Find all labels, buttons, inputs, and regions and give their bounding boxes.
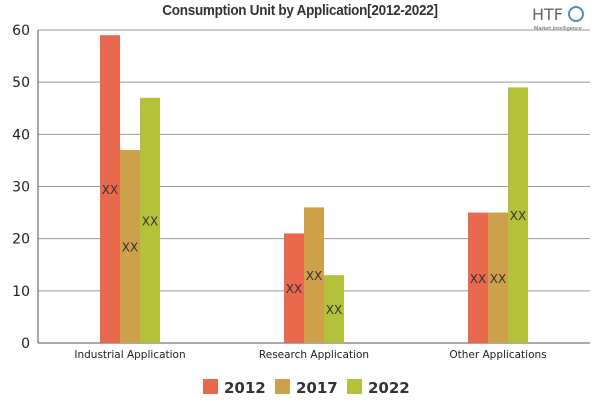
y-tick-label: 0 xyxy=(21,336,30,352)
data-label: XX xyxy=(122,240,138,254)
bar-2012 xyxy=(100,35,120,343)
data-label: XX xyxy=(326,303,342,317)
bar-2012 xyxy=(284,233,304,343)
bar-2012 xyxy=(468,212,488,343)
data-label: XX xyxy=(470,272,486,286)
data-label: XX xyxy=(102,183,118,197)
svg-text:Market Intelligence: Market Intelligence xyxy=(534,26,582,32)
legend-label: 2012 xyxy=(224,379,266,397)
legend-label: 2017 xyxy=(296,379,338,397)
legend-label: 2022 xyxy=(368,379,410,397)
data-label: XX xyxy=(306,269,322,283)
legend-swatch-2022 xyxy=(347,379,362,394)
y-tick-label: 50 xyxy=(12,75,30,91)
x-tick-label: Industrial Application xyxy=(74,349,185,361)
svg-text:HTF: HTF xyxy=(532,5,563,24)
data-label: XX xyxy=(490,272,506,286)
data-label: XX xyxy=(142,214,158,228)
bar-2017 xyxy=(120,149,140,343)
bar-2022 xyxy=(324,275,344,343)
htf-logo: HTF Market Intelligence xyxy=(532,5,584,32)
data-label: XX xyxy=(510,209,526,223)
y-tick-label: 10 xyxy=(12,284,30,300)
bar-2022 xyxy=(140,97,160,343)
bar-2017 xyxy=(304,207,324,343)
bar-2017 xyxy=(488,212,508,343)
y-tick-label: 30 xyxy=(12,180,30,196)
y-tick-label: 60 xyxy=(12,23,30,39)
y-tick-label: 40 xyxy=(12,127,30,143)
legend-swatch-2012 xyxy=(203,379,218,394)
data-label: XX xyxy=(286,282,302,296)
y-tick-label: 20 xyxy=(12,232,30,248)
x-tick-label: Other Applications xyxy=(449,349,546,361)
chart-title: Consumption Unit by Application[2012-202… xyxy=(162,2,438,19)
legend-swatch-2017 xyxy=(275,379,290,394)
x-tick-label: Research Application xyxy=(259,349,369,361)
bar-2022 xyxy=(508,87,528,343)
